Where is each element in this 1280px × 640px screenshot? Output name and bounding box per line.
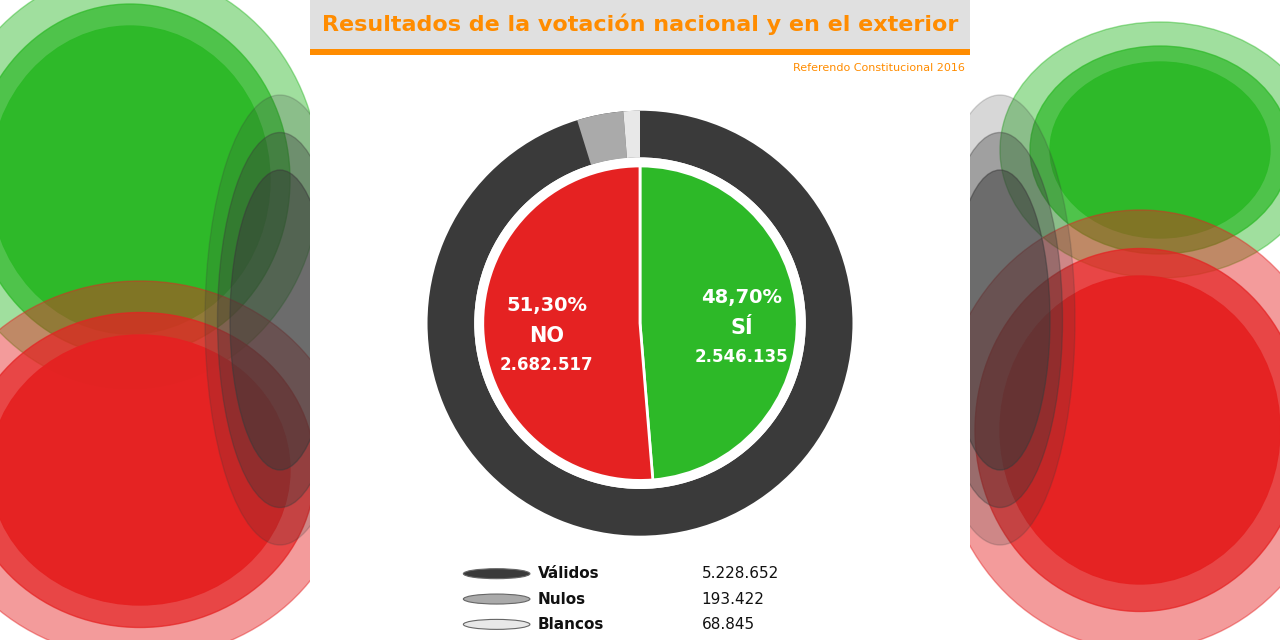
Ellipse shape [205, 95, 355, 545]
Ellipse shape [0, 0, 320, 389]
Text: 2.682.517: 2.682.517 [499, 356, 594, 374]
Ellipse shape [950, 170, 1050, 470]
Text: Blancos: Blancos [538, 617, 604, 632]
Text: 2.546.135: 2.546.135 [695, 348, 788, 366]
Ellipse shape [218, 132, 343, 508]
Ellipse shape [940, 210, 1280, 640]
Wedge shape [623, 111, 640, 158]
Text: Nulos: Nulos [538, 591, 586, 607]
Ellipse shape [937, 132, 1062, 508]
Ellipse shape [925, 95, 1075, 545]
Ellipse shape [1030, 46, 1280, 254]
Wedge shape [640, 166, 797, 480]
Ellipse shape [230, 170, 330, 470]
Wedge shape [475, 157, 805, 489]
Text: 5.228.652: 5.228.652 [701, 566, 778, 581]
Wedge shape [483, 166, 653, 481]
Ellipse shape [0, 26, 270, 334]
Ellipse shape [0, 281, 349, 640]
Text: Referendo Constitucional 2016: Referendo Constitucional 2016 [794, 63, 965, 73]
Wedge shape [428, 111, 852, 536]
Circle shape [463, 620, 530, 629]
Ellipse shape [0, 312, 315, 627]
Text: Resultados de la votación nacional y en el exterior: Resultados de la votación nacional y en … [321, 13, 959, 35]
Wedge shape [577, 111, 627, 165]
Ellipse shape [975, 248, 1280, 611]
Text: 51,30%: 51,30% [506, 296, 588, 316]
Text: 68.845: 68.845 [701, 617, 755, 632]
Text: 48,70%: 48,70% [701, 288, 782, 307]
Text: Válidos: Válidos [538, 566, 599, 581]
Ellipse shape [1000, 276, 1280, 584]
Ellipse shape [1000, 22, 1280, 278]
FancyBboxPatch shape [310, 0, 970, 50]
Ellipse shape [0, 335, 291, 605]
Text: SÍ: SÍ [731, 317, 753, 337]
Circle shape [463, 594, 530, 604]
Ellipse shape [0, 4, 291, 356]
Circle shape [463, 569, 530, 579]
FancyBboxPatch shape [310, 49, 970, 55]
Text: 193.422: 193.422 [701, 591, 764, 607]
Ellipse shape [1050, 62, 1270, 238]
Text: NO: NO [529, 326, 564, 346]
FancyBboxPatch shape [310, 0, 970, 640]
